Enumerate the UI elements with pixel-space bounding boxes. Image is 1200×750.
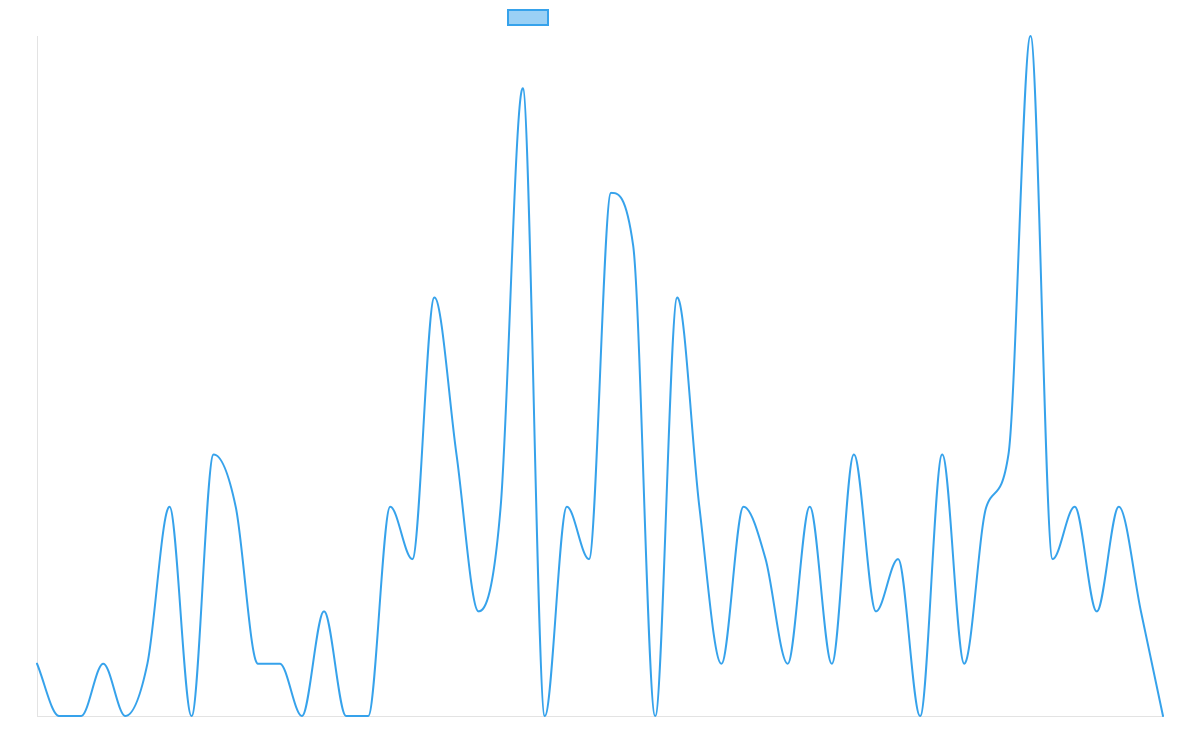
data-point[interactable] [1116, 504, 1122, 510]
data-point[interactable] [564, 504, 570, 510]
data-point[interactable] [56, 713, 62, 719]
data-point[interactable] [233, 504, 239, 510]
data-point[interactable] [453, 451, 459, 457]
data-point[interactable] [189, 713, 195, 719]
legend-swatch[interactable] [507, 9, 549, 26]
data-point[interactable] [100, 661, 106, 667]
data-point[interactable] [431, 295, 437, 301]
data-point[interactable] [78, 713, 84, 719]
data-point[interactable] [851, 451, 857, 457]
data-point[interactable] [674, 295, 680, 301]
data-point[interactable] [917, 713, 923, 719]
data-point[interactable] [498, 504, 504, 510]
data-point[interactable] [321, 608, 327, 614]
data-point[interactable] [586, 556, 592, 562]
data-point[interactable] [299, 713, 305, 719]
data-point[interactable] [652, 713, 658, 719]
data-point[interactable] [741, 504, 747, 510]
data-point[interactable] [122, 713, 128, 719]
data-point[interactable] [718, 661, 724, 667]
data-point[interactable] [1160, 713, 1166, 719]
data-point[interactable] [277, 661, 283, 667]
data-point[interactable] [1094, 608, 1100, 614]
data-point[interactable] [1028, 33, 1034, 39]
series-group [36, 35, 1164, 717]
data-point[interactable] [409, 556, 415, 562]
data-point[interactable] [1072, 504, 1078, 510]
data-point[interactable] [343, 713, 349, 719]
data-point[interactable] [873, 608, 879, 614]
data-point[interactable] [961, 661, 967, 667]
data-point[interactable] [476, 608, 482, 614]
data-point[interactable] [829, 661, 835, 667]
data-point[interactable] [144, 661, 150, 667]
data-point[interactable] [542, 713, 548, 719]
series-line [36, 35, 1164, 717]
data-point[interactable] [630, 242, 636, 248]
data-point[interactable] [895, 556, 901, 562]
data-point[interactable] [1005, 451, 1011, 457]
data-point[interactable] [807, 504, 813, 510]
data-point[interactable] [255, 661, 261, 667]
data-point[interactable] [939, 451, 945, 457]
data-point[interactable] [1138, 608, 1144, 614]
data-point[interactable] [387, 504, 393, 510]
data-point[interactable] [763, 556, 769, 562]
data-point[interactable] [365, 713, 371, 719]
data-point[interactable] [696, 504, 702, 510]
data-point[interactable] [785, 661, 791, 667]
data-point[interactable] [983, 504, 989, 510]
data-point[interactable] [34, 661, 40, 667]
data-point[interactable] [211, 451, 217, 457]
data-point[interactable] [1050, 556, 1056, 562]
legend[interactable] [507, 9, 549, 26]
data-point[interactable] [520, 85, 526, 91]
data-point[interactable] [608, 190, 614, 196]
data-point[interactable] [166, 504, 172, 510]
